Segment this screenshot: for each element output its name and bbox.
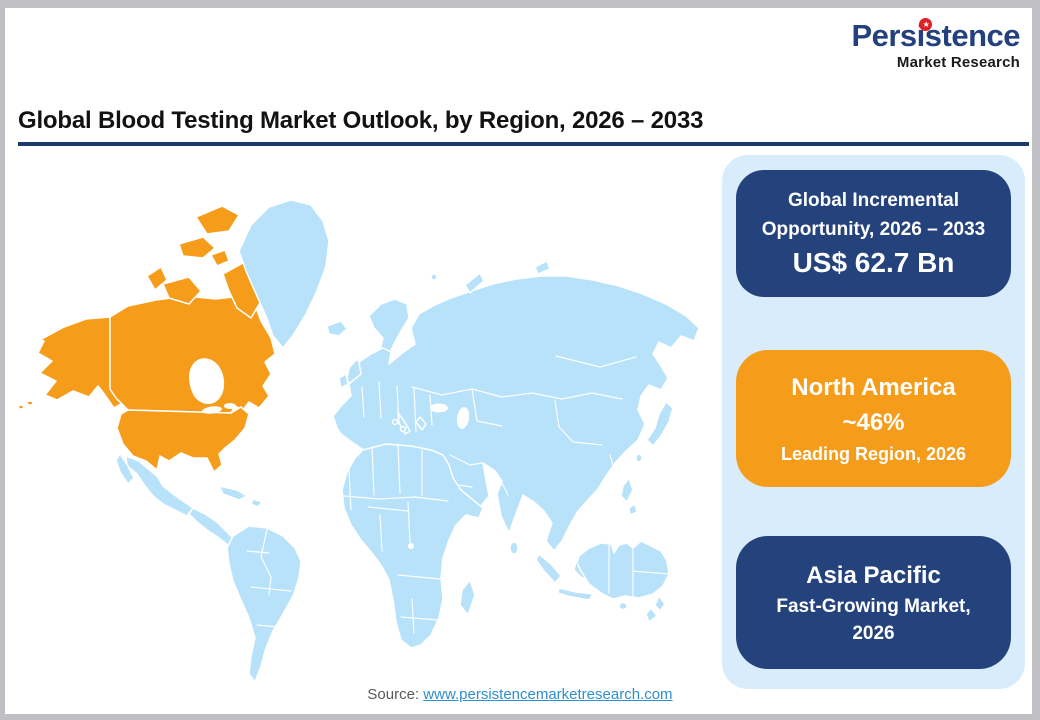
card-line: Opportunity, 2026 – 2033	[761, 218, 986, 240]
stats-panel: Global Incremental Opportunity, 2026 – 2…	[722, 155, 1025, 689]
region-north-america	[17, 205, 276, 473]
frame-border-right	[1032, 0, 1040, 720]
card-global-incremental-opportunity: Global Incremental Opportunity, 2026 – 2…	[736, 170, 1011, 297]
card-title: North America	[791, 373, 956, 401]
card-subtitle: Leading Region, 2026	[780, 443, 967, 464]
card-line: Fast-Growing Market,	[776, 595, 971, 617]
brand-star-dot-icon: ★	[919, 18, 933, 31]
title-block: Global Blood Testing Market Outlook, by …	[18, 107, 1029, 146]
brand-logo: Persistence ★ Market Research	[851, 18, 1020, 71]
card-asia-pacific: Asia Pacific Fast-Growing Market, 2026	[736, 536, 1011, 669]
world-map	[17, 199, 700, 683]
card-value: US$ 62.7 Bn	[792, 246, 955, 278]
frame-border-left	[0, 0, 5, 720]
card-north-america: North America ~46% Leading Region, 2026	[736, 350, 1011, 487]
source-line: Source: www.persistencemarketresearch.co…	[0, 686, 1040, 703]
brand-name: Persistence ★	[851, 18, 1020, 53]
frame-border-bottom	[0, 714, 1040, 720]
frame-border-top	[0, 0, 1040, 8]
map-other-regions	[115, 199, 700, 683]
brand-subtitle: Market Research	[896, 53, 1020, 71]
card-line: 2026	[852, 622, 895, 644]
card-value: ~46%	[842, 408, 905, 436]
source-label: Source:	[367, 686, 420, 703]
page-title: Global Blood Testing Market Outlook, by …	[18, 107, 704, 134]
card-line: Global Incremental	[787, 189, 960, 211]
source-link[interactable]: www.persistencemarketresearch.com	[423, 686, 673, 703]
card-title: Asia Pacific	[806, 561, 941, 589]
